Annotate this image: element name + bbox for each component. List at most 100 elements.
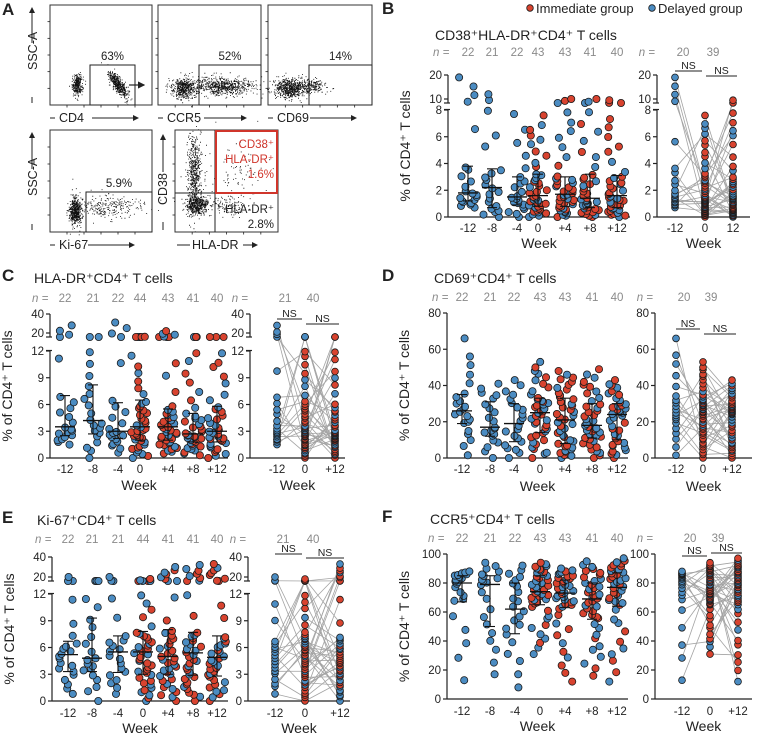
data-point: [542, 186, 551, 195]
data-point: [592, 602, 601, 611]
n-label: n =: [639, 47, 656, 59]
y-axis-label: SSC-A: [26, 31, 40, 70]
paired-line: [681, 641, 711, 646]
data-point: [85, 389, 94, 398]
data-point: [569, 597, 578, 606]
data-point: [554, 133, 563, 142]
data-point: [526, 140, 535, 149]
y-tick-label: 3: [40, 669, 46, 681]
paired-line: [681, 588, 711, 629]
paired-line: [304, 576, 341, 672]
y-tick-label: 2: [645, 185, 651, 197]
paired-line: [304, 336, 336, 417]
n-count: 20: [684, 533, 697, 545]
paired-line: [702, 452, 733, 455]
n-label: n =: [35, 534, 52, 546]
paired-line: [276, 336, 306, 431]
paired-line: [702, 400, 733, 427]
paired-data-point: [301, 391, 309, 400]
data-point: [106, 671, 115, 680]
paired-data-point: [672, 334, 680, 343]
paired-data-point: [331, 374, 339, 382]
x-tick-label: +12: [325, 464, 345, 476]
paired-line: [681, 575, 711, 626]
paired-line: [681, 572, 711, 588]
data-point: [542, 448, 551, 457]
paired-data-point: [331, 381, 339, 389]
data-point: [584, 108, 593, 117]
data-point: [515, 656, 524, 665]
x-tick-label: 0: [302, 708, 308, 720]
data-point: [192, 349, 201, 358]
data-point: [147, 622, 156, 631]
significance-label: NS: [713, 323, 728, 335]
data-point: [525, 183, 534, 192]
data-point: [80, 394, 89, 403]
gate-percent: 63%: [101, 51, 124, 63]
y-tick-label: 40: [31, 309, 44, 321]
data-point: [605, 677, 614, 686]
paired-line: [709, 559, 739, 605]
x-tick-label: +12: [607, 223, 627, 235]
data-point: [213, 445, 222, 454]
data-point: [205, 333, 214, 342]
data-point: [134, 377, 143, 386]
paired-line: [304, 434, 336, 446]
panel-f-ccr5: F CCR5⁺CD4⁺ T cells n = 22 21 22 43 43 41 40 n = 20…: [382, 507, 752, 734]
data-point: [562, 370, 571, 379]
paired-line: [675, 408, 704, 440]
paired-line: [274, 580, 306, 642]
paired-line: [274, 601, 306, 645]
n-count: 22: [511, 47, 524, 59]
data-point: [610, 376, 619, 385]
paired-data-point: [729, 173, 737, 182]
data-point: [132, 421, 141, 430]
paired-line: [704, 166, 734, 209]
data-point: [155, 644, 164, 653]
paired-data-point: [271, 637, 279, 646]
x-tick-label: +12: [607, 464, 627, 476]
data-point: [220, 390, 229, 399]
gate-box: [308, 64, 373, 106]
data-point: [536, 357, 545, 366]
paired-data-point: [672, 392, 680, 400]
paired-data-point: [729, 140, 737, 149]
n-count: 21: [484, 533, 497, 545]
paired-line: [304, 580, 341, 674]
y-tick-label: 9: [238, 373, 244, 385]
paired-data-point: [678, 641, 686, 649]
n-count: 39: [705, 292, 718, 304]
data-point: [66, 404, 75, 413]
n-count: 40: [611, 533, 624, 545]
paired-data-point: [701, 120, 709, 128]
data-point: [490, 670, 499, 679]
paired-line: [304, 652, 341, 657]
paired-line: [709, 588, 739, 601]
paired-line: [304, 643, 341, 676]
paired-line: [274, 603, 306, 678]
paired-line: [276, 325, 306, 423]
x-tick-label: +4: [558, 706, 572, 718]
n-count: 20: [678, 292, 691, 304]
data-point: [588, 170, 597, 179]
data-point: [162, 327, 171, 336]
paired-data-point: [301, 628, 309, 636]
data-point: [568, 175, 577, 184]
paired-line: [304, 563, 341, 664]
y-axis-label: SSC-A: [26, 157, 40, 196]
paired-line: [674, 86, 706, 199]
paired-line: [709, 587, 739, 639]
paired-data-point: [336, 633, 344, 642]
data-point: [491, 131, 500, 140]
paired-line: [274, 631, 306, 665]
data-point: [553, 99, 562, 108]
paired-data-point: [678, 567, 686, 576]
paired-line: [675, 428, 704, 459]
y-tick-label: 40: [428, 636, 441, 648]
data-point: [591, 162, 600, 171]
data-point: [554, 161, 563, 170]
paired-data-point: [672, 443, 680, 451]
data-point: [579, 377, 588, 386]
paired-line: [675, 338, 704, 453]
n-count: 41: [187, 534, 200, 546]
